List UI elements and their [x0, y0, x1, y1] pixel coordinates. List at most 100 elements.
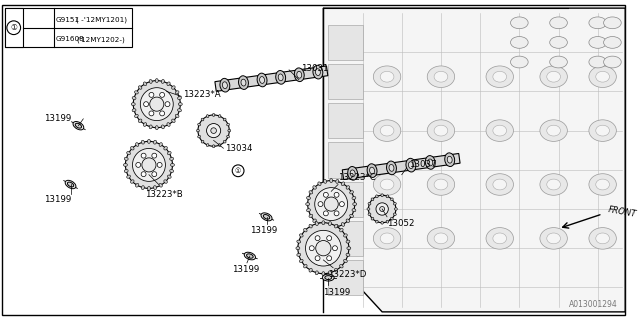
Circle shape: [132, 148, 165, 181]
Circle shape: [323, 192, 328, 197]
Ellipse shape: [493, 233, 507, 244]
Ellipse shape: [428, 66, 454, 87]
Ellipse shape: [307, 196, 310, 199]
Circle shape: [380, 206, 385, 212]
Ellipse shape: [276, 70, 285, 84]
Ellipse shape: [540, 66, 567, 87]
Ellipse shape: [177, 109, 181, 112]
Ellipse shape: [447, 156, 452, 163]
Ellipse shape: [367, 208, 370, 210]
Ellipse shape: [218, 144, 221, 147]
Ellipse shape: [350, 170, 355, 177]
Circle shape: [326, 236, 332, 241]
Ellipse shape: [426, 156, 435, 169]
Ellipse shape: [589, 174, 616, 195]
Ellipse shape: [336, 180, 339, 183]
Ellipse shape: [201, 118, 204, 121]
Ellipse shape: [136, 183, 139, 187]
Circle shape: [308, 180, 355, 228]
Circle shape: [315, 256, 320, 261]
Text: A013001294: A013001294: [568, 300, 618, 309]
Ellipse shape: [348, 166, 358, 180]
Ellipse shape: [124, 170, 128, 172]
Ellipse shape: [294, 68, 304, 82]
Text: 13199: 13199: [44, 114, 71, 123]
Bar: [5, 8, 132, 47]
Circle shape: [160, 111, 164, 116]
Ellipse shape: [346, 219, 349, 222]
Ellipse shape: [408, 162, 413, 169]
Ellipse shape: [318, 223, 321, 226]
Ellipse shape: [371, 198, 374, 201]
Ellipse shape: [604, 17, 621, 29]
Circle shape: [141, 172, 146, 177]
Ellipse shape: [147, 140, 150, 143]
Ellipse shape: [297, 71, 301, 78]
Ellipse shape: [589, 228, 616, 249]
Ellipse shape: [168, 175, 171, 178]
Ellipse shape: [604, 36, 621, 48]
Circle shape: [140, 88, 173, 121]
Ellipse shape: [550, 17, 567, 29]
Ellipse shape: [428, 120, 454, 141]
Ellipse shape: [138, 86, 142, 89]
Text: 13223*D: 13223*D: [328, 270, 367, 279]
Ellipse shape: [344, 259, 348, 262]
Ellipse shape: [212, 145, 215, 148]
Ellipse shape: [589, 56, 607, 68]
Ellipse shape: [307, 209, 310, 212]
Ellipse shape: [328, 222, 332, 226]
Ellipse shape: [263, 214, 269, 219]
Ellipse shape: [353, 203, 356, 205]
Ellipse shape: [131, 147, 134, 150]
Circle shape: [152, 172, 157, 177]
Ellipse shape: [381, 221, 383, 224]
Ellipse shape: [76, 123, 81, 128]
Ellipse shape: [604, 56, 621, 68]
Ellipse shape: [134, 91, 138, 94]
Ellipse shape: [373, 228, 401, 249]
Text: ( -'12MY1201): ( -'12MY1201): [76, 17, 127, 23]
Circle shape: [333, 246, 337, 251]
Ellipse shape: [303, 228, 307, 232]
Circle shape: [339, 202, 344, 206]
Ellipse shape: [325, 276, 332, 280]
Ellipse shape: [387, 161, 396, 175]
Circle shape: [334, 192, 339, 197]
Ellipse shape: [428, 228, 454, 249]
Ellipse shape: [300, 234, 303, 237]
Ellipse shape: [297, 253, 301, 256]
Ellipse shape: [380, 71, 394, 82]
Ellipse shape: [67, 182, 74, 187]
Ellipse shape: [589, 120, 616, 141]
Ellipse shape: [346, 253, 350, 256]
Ellipse shape: [547, 179, 561, 190]
Ellipse shape: [212, 114, 215, 116]
Text: ('12MY1202-): ('12MY1202-): [76, 36, 125, 43]
Ellipse shape: [316, 271, 318, 275]
Ellipse shape: [389, 164, 394, 171]
Ellipse shape: [493, 125, 507, 136]
Ellipse shape: [596, 233, 609, 244]
Ellipse shape: [136, 143, 139, 146]
Ellipse shape: [340, 264, 343, 268]
Ellipse shape: [373, 66, 401, 87]
Bar: [328, 221, 362, 256]
Ellipse shape: [589, 66, 616, 87]
Ellipse shape: [297, 240, 301, 243]
Ellipse shape: [511, 36, 528, 48]
Ellipse shape: [257, 73, 267, 87]
Ellipse shape: [386, 220, 388, 223]
Ellipse shape: [65, 180, 76, 189]
Ellipse shape: [175, 114, 179, 117]
Circle shape: [149, 92, 154, 97]
Ellipse shape: [206, 115, 209, 117]
Ellipse shape: [164, 147, 167, 150]
Circle shape: [298, 223, 349, 274]
Text: 13223*B: 13223*B: [145, 190, 183, 199]
Ellipse shape: [352, 209, 356, 212]
Ellipse shape: [347, 247, 351, 250]
Ellipse shape: [386, 195, 388, 198]
Circle shape: [136, 163, 141, 167]
Text: 13031: 13031: [301, 64, 328, 73]
